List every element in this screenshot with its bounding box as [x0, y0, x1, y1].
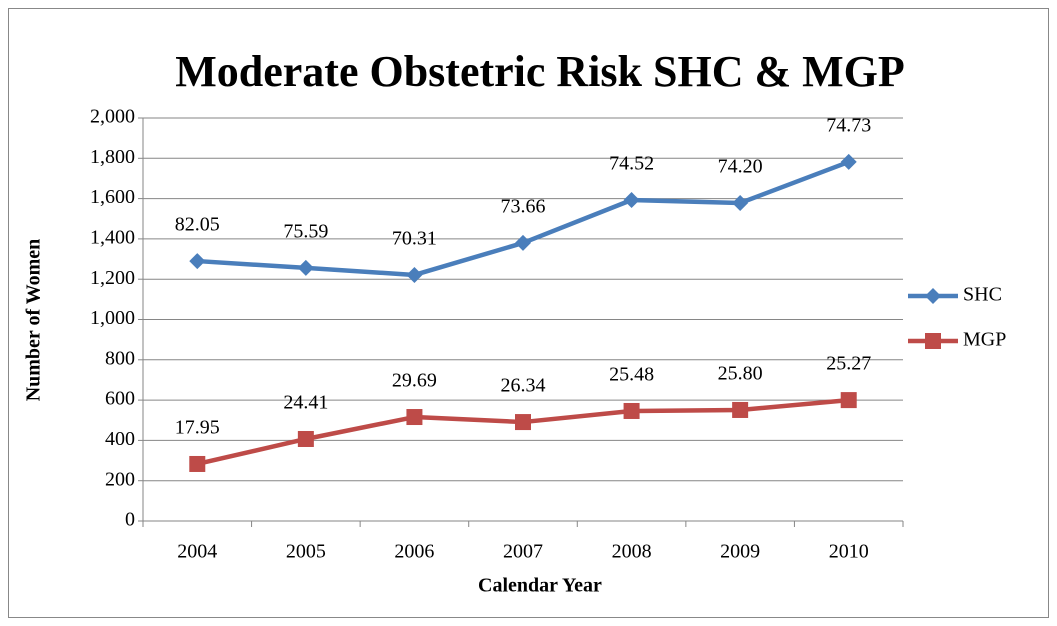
point-marker — [406, 409, 423, 426]
x-axis-title: Calendar Year — [478, 575, 602, 597]
data-label: 82.05 — [175, 214, 220, 236]
y-tick-label: 1,000 — [90, 307, 135, 329]
data-label: 74.20 — [718, 156, 763, 178]
data-label: 25.48 — [609, 364, 654, 386]
point-marker — [189, 455, 206, 472]
y-tick-label: 1,400 — [90, 226, 135, 248]
point-marker — [840, 392, 857, 409]
legend-label: MGP — [963, 329, 1006, 351]
y-tick-label: 800 — [105, 347, 135, 369]
chart-border — [8, 8, 1049, 618]
x-tick-label: 2009 — [720, 541, 760, 563]
point-marker — [732, 195, 749, 212]
point-marker — [297, 259, 314, 276]
point-marker — [840, 153, 857, 170]
data-label: 74.73 — [826, 115, 871, 137]
y-tick-label: 600 — [105, 388, 135, 410]
data-label: 26.34 — [501, 375, 546, 397]
point-marker — [623, 192, 640, 209]
y-tick-label: 0 — [125, 509, 135, 531]
data-label: 73.66 — [501, 196, 546, 218]
x-tick-label: 2006 — [394, 541, 434, 563]
y-axis-title: Number of Women — [23, 239, 45, 402]
data-label: 25.27 — [826, 353, 871, 375]
point-marker — [925, 288, 941, 304]
y-tick-label: 2,000 — [90, 106, 135, 128]
y-tick-label: 400 — [105, 428, 135, 450]
point-marker — [623, 402, 640, 419]
point-marker — [732, 401, 749, 418]
chart-title: Moderate Obstetric Risk SHC & MGP — [175, 47, 905, 96]
data-label: 29.69 — [392, 370, 437, 392]
point-marker — [297, 430, 314, 447]
y-tick-label: 200 — [105, 468, 135, 490]
data-label: 17.95 — [175, 417, 220, 439]
point-marker — [515, 414, 531, 431]
x-tick-label: 2007 — [503, 541, 543, 563]
data-label: 25.80 — [718, 363, 763, 385]
point-marker — [515, 234, 531, 251]
point-marker — [189, 253, 206, 270]
x-tick-label: 2005 — [286, 541, 326, 563]
y-tick-label: 1,800 — [90, 146, 135, 168]
legend-label: SHC — [963, 284, 1002, 306]
x-tick-label: 2004 — [177, 541, 217, 563]
y-tick-label: 1,200 — [90, 267, 135, 289]
data-label: 74.52 — [609, 153, 654, 175]
x-tick-label: 2008 — [612, 541, 652, 563]
data-label: 24.41 — [283, 392, 328, 414]
y-tick-label: 1,600 — [90, 186, 135, 208]
data-label: 75.59 — [283, 221, 328, 243]
point-marker — [925, 333, 941, 349]
point-marker — [406, 266, 423, 283]
data-label: 70.31 — [392, 228, 437, 250]
x-tick-label: 2010 — [829, 541, 869, 563]
